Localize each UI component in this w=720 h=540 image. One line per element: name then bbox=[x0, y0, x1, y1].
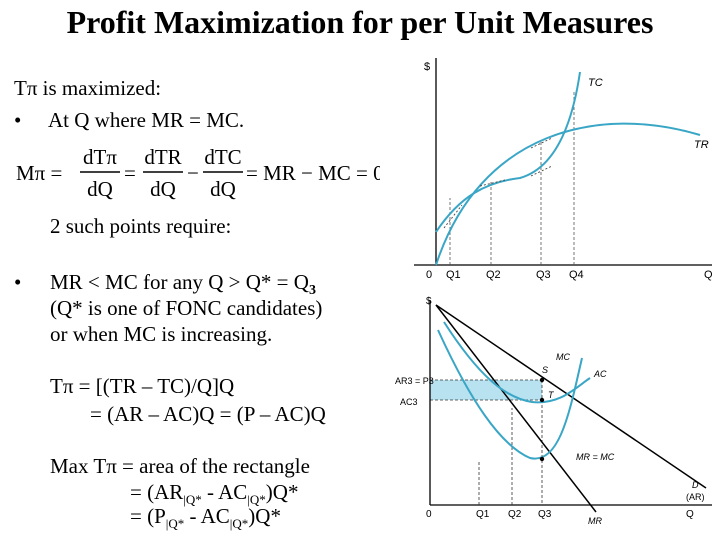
line11-a: = (P bbox=[130, 504, 166, 528]
text-line-10: = (AR|Q* - AC|Q*)Q* bbox=[130, 480, 298, 508]
text-line-6: or when MC is increasing. bbox=[50, 322, 273, 346]
top-tick-q3: Q3 bbox=[536, 269, 551, 281]
eq-f2-num: dTR bbox=[144, 145, 181, 169]
bottom-tick-q3: Q3 bbox=[538, 509, 552, 520]
tr-label: TR bbox=[694, 139, 709, 151]
point-t-label: T bbox=[548, 390, 555, 400]
bottom-origin: 0 bbox=[426, 509, 432, 520]
bullet-1: • bbox=[14, 108, 22, 132]
profit-rectangle bbox=[430, 380, 542, 400]
text-line-9: Max Tπ = area of the rectangle bbox=[50, 454, 310, 478]
text-line-1: Tπ is maximized: bbox=[14, 76, 162, 100]
eq-f1-den: dQ bbox=[87, 177, 113, 201]
point-s-dot bbox=[539, 377, 545, 383]
mr-eq-mc-label: MR = MC bbox=[576, 452, 615, 462]
point-s-label: S bbox=[542, 365, 548, 375]
eq-eq1: = bbox=[124, 161, 136, 185]
eq-f1-num: dTπ bbox=[83, 145, 117, 169]
arp-label: AR3 = P3 bbox=[395, 376, 434, 386]
line10-sub1: |Q* bbox=[183, 492, 202, 508]
ac3-label: AC3 bbox=[400, 397, 418, 407]
ar-label: (AR) bbox=[686, 492, 705, 502]
text-line-2: At Q where MR = MC. bbox=[48, 108, 245, 132]
eq-rhs: = MR − MC = 0 bbox=[246, 161, 380, 185]
mr-label: MR bbox=[588, 516, 602, 526]
text-line-5: (Q* is one of FONC candidates) bbox=[50, 296, 323, 320]
bottom-y-label: $ bbox=[426, 296, 432, 307]
demand-ar-line bbox=[435, 304, 707, 489]
top-tick-q1: Q1 bbox=[446, 269, 461, 281]
line10-a: = (AR bbox=[130, 480, 184, 504]
text-line-7: Tπ = [(TR – TC)/Q]Q bbox=[50, 374, 235, 398]
line11-b: - AC bbox=[184, 504, 230, 528]
text-line-8: = (AR – AC)Q = (P – AC)Q bbox=[90, 402, 326, 426]
top-origin: 0 bbox=[426, 269, 432, 281]
eq-minus: − bbox=[187, 161, 199, 185]
mc-curve bbox=[437, 329, 583, 460]
eq-lhs: Mπ = bbox=[16, 161, 62, 185]
text-line-11: = (P|Q* - AC|Q*)Q* bbox=[130, 504, 281, 532]
line10-sub2: |Q* bbox=[247, 492, 266, 508]
mc-label: MC bbox=[556, 352, 570, 362]
bullet-2: • bbox=[14, 270, 22, 294]
line11-sub1: |Q* bbox=[165, 516, 185, 532]
line11-sub2: |Q* bbox=[229, 516, 249, 532]
top-tick-q2: Q2 bbox=[486, 269, 501, 281]
top-x-label: Q bbox=[704, 269, 713, 281]
page-title: Profit Maximization for per Unit Measure… bbox=[66, 4, 654, 40]
tr-curve bbox=[435, 122, 701, 266]
bottom-tick-q2: Q2 bbox=[508, 509, 522, 520]
equation: Mπ = dTπ dQ = dTR dQ − dTC dQ = MR − MC … bbox=[16, 145, 380, 201]
eq-f2-den: dQ bbox=[150, 177, 176, 201]
line10-b: - AC bbox=[201, 480, 248, 504]
tc-label: TC bbox=[588, 77, 603, 89]
bottom-x-label: Q bbox=[686, 509, 694, 520]
point-t-dot bbox=[539, 397, 545, 403]
line11-c: )Q* bbox=[248, 504, 281, 528]
mr-line bbox=[435, 304, 597, 513]
text-line-4-sub: 3 bbox=[308, 283, 316, 299]
bottom-tick-q1: Q1 bbox=[476, 509, 490, 520]
eq-f3-num: dTC bbox=[204, 145, 241, 169]
line10-c: )Q* bbox=[265, 480, 299, 504]
top-y-label: $ bbox=[424, 61, 430, 73]
mr-mc-dot bbox=[539, 456, 545, 462]
text-line-3: 2 such points require: bbox=[50, 214, 232, 238]
top-tick-q4: Q4 bbox=[569, 269, 584, 281]
eq-f3-den: dQ bbox=[210, 177, 236, 201]
tc-curve bbox=[435, 71, 581, 233]
text-line-4-main: MR < MC for any Q > Q* = Q bbox=[50, 270, 309, 294]
ac-curve bbox=[443, 321, 591, 404]
ac-label: AC bbox=[593, 369, 607, 379]
text-line-4: MR < MC for any Q > Q* = Q3 bbox=[50, 270, 316, 299]
d-label: D bbox=[692, 480, 699, 490]
